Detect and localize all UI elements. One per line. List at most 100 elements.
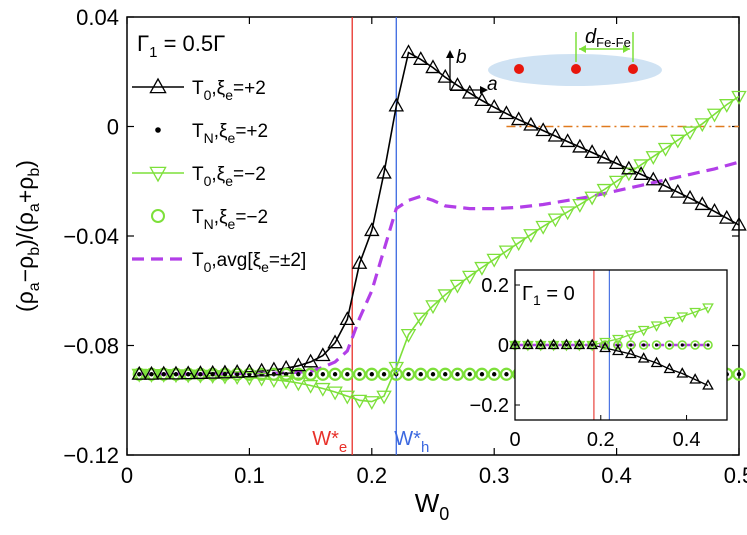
data-point [670,183,686,198]
data-point [400,329,417,343]
data-point [694,196,711,211]
data-point [689,307,701,319]
data-point [486,99,502,113]
data-point [547,340,560,352]
legend-marker [151,209,165,223]
data-point [449,279,466,294]
data-point [455,372,460,377]
x-tick-labels: 0 0.1 0.2 0.3 0.4 0.5 [121,463,747,488]
data-point [499,367,514,381]
data-point [608,155,625,170]
data-point [315,382,331,397]
data-point [173,372,179,377]
distance-arrow-head-right [623,45,630,53]
data-point [706,108,723,123]
distance-label: dFe-Fe [585,26,631,50]
lattice-schematic: dFe-Fe b a [446,26,662,95]
data-point [316,367,330,381]
data-point [157,367,171,381]
data-point [143,365,160,380]
data-point [206,367,220,381]
data-point [719,99,735,113]
data-point [204,370,221,384]
fe-atom [628,64,638,74]
data-point [474,92,490,107]
inset-data-point [642,343,646,347]
data-point [504,372,509,377]
inset-data-point [590,343,594,347]
data-point [131,368,147,383]
data-point [253,372,270,387]
data-point [143,368,160,383]
data-point [450,367,465,381]
data-point [296,372,301,377]
data-point [192,365,209,379]
gamma-annotation: Γ1 = 0.5Γ [137,31,225,61]
data-point [523,116,539,131]
data-point [694,118,711,133]
inset-frame [514,269,728,421]
data-point [169,367,183,381]
x-tick-label: 0.5 [724,463,747,488]
data-point [351,255,368,269]
data-point [731,216,747,231]
data-point [229,363,245,378]
data-point [155,368,172,383]
data-point [327,386,343,401]
data-point [510,111,527,126]
data-point [364,222,380,237]
inset-data-point [706,343,710,347]
data-point [406,372,411,377]
fe-atom [514,64,524,74]
data-point [645,151,662,165]
data-point [731,90,747,105]
data-point [650,356,663,368]
y-tick-label: −0.12 [63,443,119,468]
data-point [388,361,405,376]
y-tick-label: 0.04 [76,5,119,30]
data-point [204,364,221,379]
a-axis-arrow-head [480,86,488,94]
data-point [621,160,637,175]
data-point [290,357,307,372]
data-point [315,347,331,362]
data-point [467,372,472,377]
data-point [193,367,208,381]
data-point [584,191,600,206]
data-point [340,367,354,381]
data-point [573,338,586,350]
x-tick-label: 0 [121,463,133,488]
inset-x-tick-label: 0.4 [673,429,701,451]
data-point [510,237,527,252]
legend-marker [155,127,161,133]
data-point [633,166,649,180]
data-point [437,68,453,83]
vline-labels: W*e W*h [312,428,429,456]
data-point [131,365,147,380]
x-axis-label: W0 [415,488,450,524]
data-point [498,105,515,120]
inset-data-point [638,340,649,350]
data-point [437,289,453,304]
data-point [364,396,380,410]
data-point [304,367,318,381]
data-point [339,311,356,326]
inset-data-point [564,343,569,347]
x-tick-label: 0.1 [234,463,265,488]
data-point [400,44,417,59]
legend-item: T0,avg[ξe=±2] [132,250,306,275]
data-point [365,367,379,381]
legend-label: TN,ξe=+2 [192,121,268,146]
data-point [302,379,319,394]
data-point [535,122,551,137]
data-point [586,338,599,350]
data-point [670,134,686,149]
legend-item: T0,ξe=+2 [132,77,266,103]
data-point [369,372,374,377]
data-point [522,340,534,352]
y-axis-label: (ρa−ρb)/(ρa+ρb) [12,160,43,312]
data-point [210,372,215,377]
data-point [596,149,613,164]
inset-series [515,270,709,420]
data-point [332,372,338,377]
